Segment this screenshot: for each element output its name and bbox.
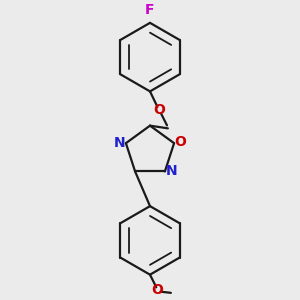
Text: O: O xyxy=(153,103,165,117)
Text: O: O xyxy=(152,283,164,297)
Text: F: F xyxy=(145,4,155,17)
Text: N: N xyxy=(113,136,125,150)
Text: N: N xyxy=(166,164,177,178)
Text: O: O xyxy=(175,135,187,149)
